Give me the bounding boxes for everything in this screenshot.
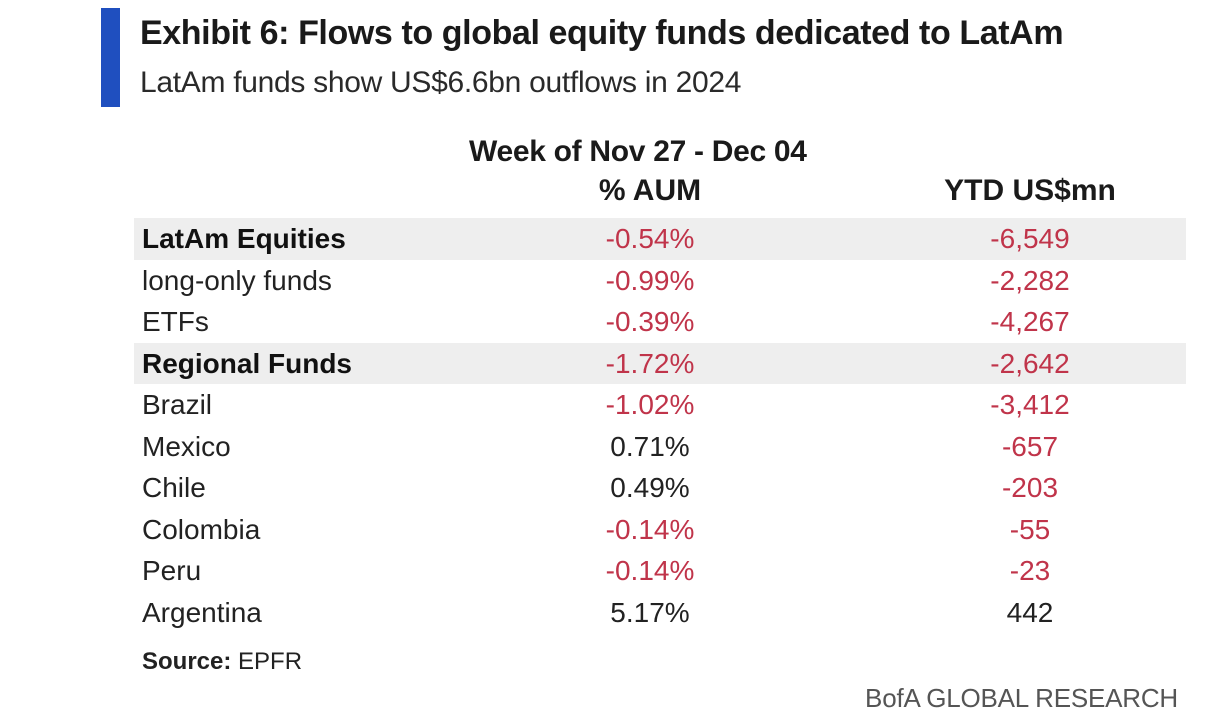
table-row: ETFs -0.39% -4,267 <box>134 301 1186 343</box>
row-aum-value: -0.14% <box>605 555 695 586</box>
brand-footer: BofA GLOBAL RESEARCH <box>865 683 1178 713</box>
row-aum-value: 0.49% <box>610 472 690 503</box>
accent-bar <box>101 8 120 107</box>
row-ytd-value: -657 <box>1001 430 1059 462</box>
exhibit-subtitle: LatAm funds show US$6.6bn outflows in 20… <box>140 66 742 99</box>
row-aum-value: -0.54% <box>605 223 695 254</box>
row-aum-value: 5.17% <box>610 596 690 628</box>
column-header-ytd: YTD US$mn <box>944 174 1116 207</box>
row-label: Mexico <box>142 430 231 462</box>
table-row: Regional Funds -1.72% -2,642 <box>134 342 1186 384</box>
row-label: Peru <box>142 555 202 586</box>
row-ytd-value: -4,267 <box>990 306 1070 337</box>
table-row: Colombia -0.14% -55 <box>134 509 1186 551</box>
row-ytd-value: -2,642 <box>990 347 1070 379</box>
row-aum-value: -0.99% <box>605 264 695 296</box>
row-label: LatAm Equities <box>142 223 346 254</box>
column-header-aum: % AUM <box>598 174 702 207</box>
row-label: long-only funds <box>142 264 332 296</box>
table-row: Brazil -1.02% -3,412 <box>134 384 1186 426</box>
row-ytd-value: 442 <box>1006 596 1054 628</box>
table-row: Peru -0.14% -23 <box>134 550 1186 592</box>
row-ytd-value: -3,412 <box>990 389 1070 420</box>
table-row: Argentina 5.17% 442 <box>134 592 1186 634</box>
table-row: Chile 0.49% -203 <box>134 467 1186 509</box>
row-label: Brazil <box>142 389 213 420</box>
row-aum-value: -1.72% <box>605 347 695 379</box>
row-ytd-value: -203 <box>1001 472 1059 503</box>
row-ytd-value: -23 <box>1009 555 1051 586</box>
table-row: Mexico 0.71% -657 <box>134 426 1186 468</box>
row-aum-value: -1.02% <box>605 389 695 420</box>
row-label: Argentina <box>142 596 262 628</box>
column-header-week: Week of Nov 27 - Dec 04 <box>469 135 807 168</box>
source-label: Source: <box>142 648 232 675</box>
flows-table: LatAm Equities -0.54% -6,549 long-only f… <box>134 218 1186 633</box>
row-ytd-value: -6,549 <box>990 223 1070 254</box>
row-aum-value: -0.14% <box>605 513 695 545</box>
row-label: Chile <box>142 472 206 503</box>
row-ytd-value: -2,282 <box>990 264 1070 296</box>
row-aum-value: -0.39% <box>605 306 695 337</box>
row-label: Colombia <box>142 513 261 545</box>
row-ytd-value: -55 <box>1009 513 1051 545</box>
source-note: Source: EPFR <box>142 648 302 676</box>
row-label: Regional Funds <box>142 347 352 379</box>
table-row: long-only funds -0.99% -2,282 <box>134 260 1186 302</box>
table-row: LatAm Equities -0.54% -6,549 <box>134 218 1186 260</box>
source-value: EPFR <box>231 648 303 675</box>
row-label: ETFs <box>142 306 209 337</box>
exhibit-title: Exhibit 6: Flows to global equity funds … <box>140 14 1064 52</box>
row-aum-value: 0.71% <box>610 430 690 462</box>
